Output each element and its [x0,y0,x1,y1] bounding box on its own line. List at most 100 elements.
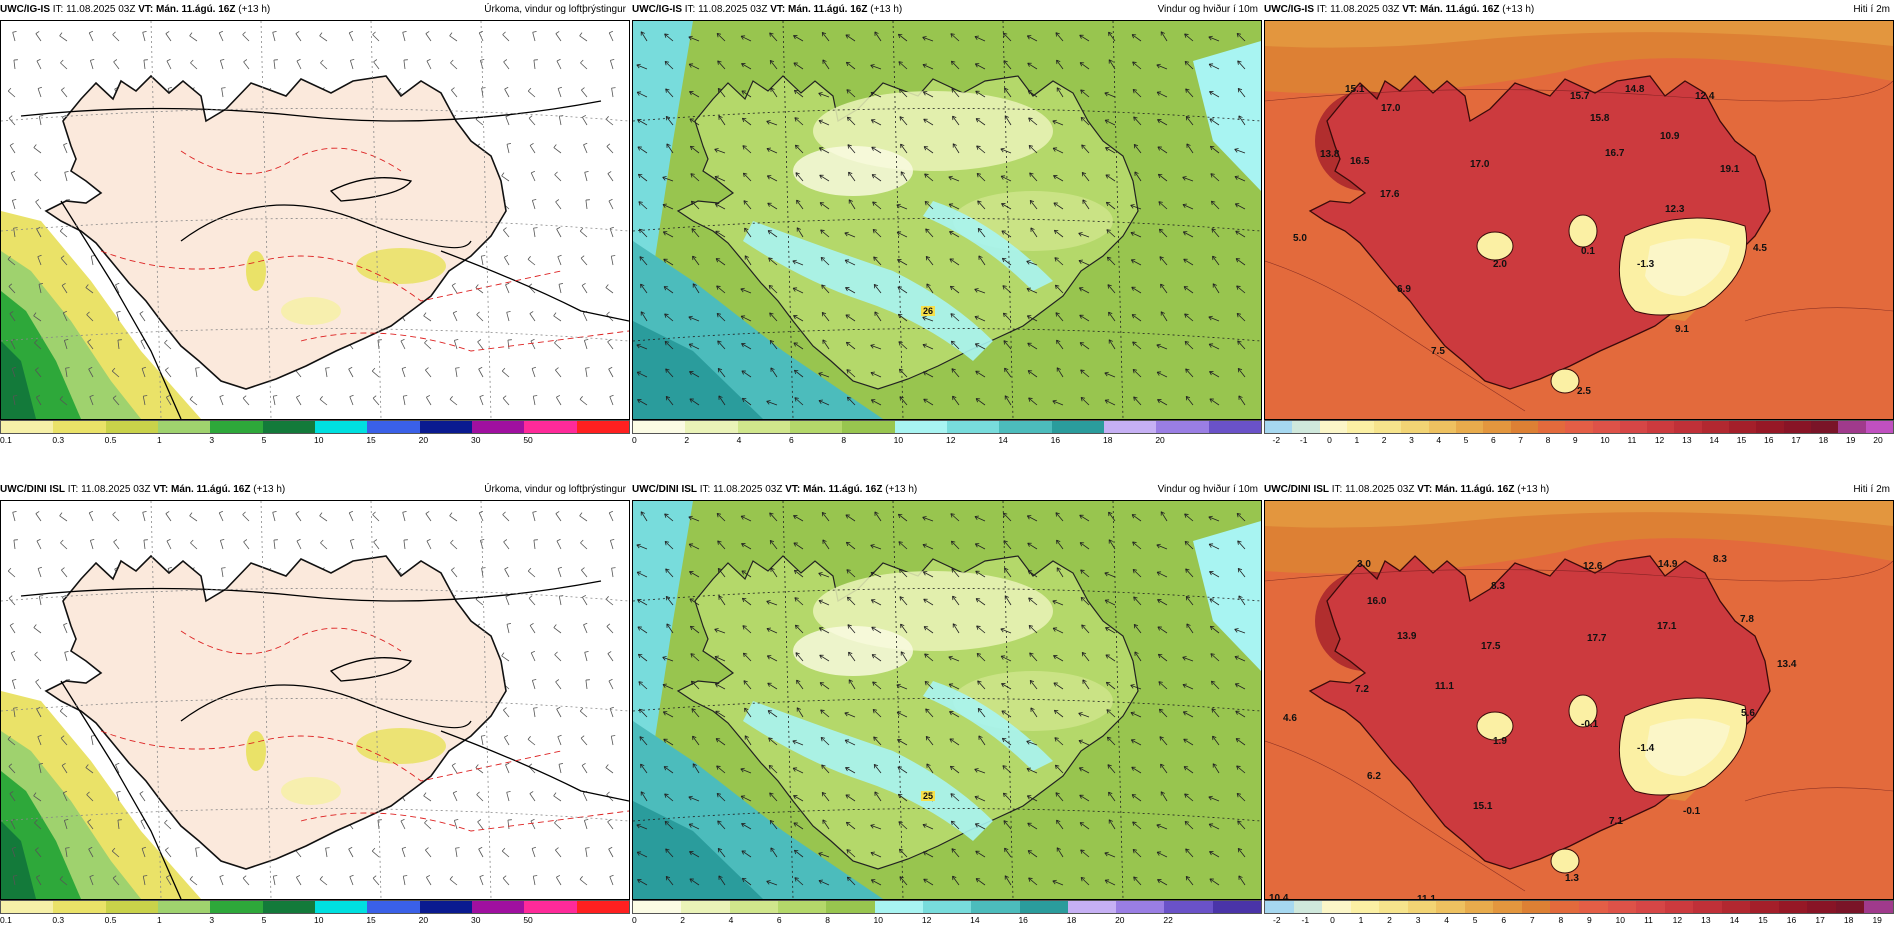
legend-tick-label: 50 [523,435,533,445]
legend-swatch [1750,901,1779,913]
init-time: IT: 11.08.2025 03Z [52,4,136,15]
map-value-label: 12.3 [1665,204,1685,215]
legend-swatch [1,421,54,433]
legend-swatch [1319,421,1347,433]
legend-tick-label: 20 [418,435,429,445]
pressure-contours [20,100,629,419]
legend-tick-label: 19 [1872,915,1882,925]
legend-tick-label: 12 [921,915,932,925]
map-value-label: 14.9 [1658,559,1678,570]
lead-time: (+13 h) [253,484,286,495]
legend-tick-label: 12 [946,435,956,445]
legend-swatch [1456,421,1484,433]
legend-swatch [1,901,54,913]
legend-tick-label: 15 [366,915,376,925]
legend-swatch [210,901,263,913]
legend-swatch [1835,901,1865,913]
legend-swatch [922,901,972,913]
map-value-label: 7.8 [1740,614,1754,625]
init-time: IT: 11.08.2025 03Z [699,484,783,495]
legend-swatch [157,421,211,433]
legend-swatch [633,901,682,913]
legend-ticks: 0 2 4 6 8 10 12 14 16 18 20 [632,435,1262,449]
map-value-label: 0.1 [1581,246,1595,257]
legend-tick-label: 6 [1490,435,1496,445]
legend-swatch [1265,901,1294,913]
legend-tick-label: 6 [789,435,794,445]
map-value-label: 12.6 [1583,561,1603,572]
isotherms [1265,80,1893,412]
color-legend [1264,420,1894,434]
map-value-label: 11.1 [1417,894,1436,900]
legend-swatch [1838,421,1866,433]
legend-swatch [1619,421,1648,433]
legend-swatch [1693,901,1722,913]
panel-title: Hiti í 2m [1853,484,1890,495]
legend-swatch [971,901,1020,913]
map-value-label: -1.4 [1637,743,1655,754]
legend-swatch [1464,901,1494,913]
legend-swatch [1428,421,1457,433]
map-value-label: 2.5 [1577,386,1591,397]
init-time: IT: 11.08.2025 03Z [684,4,768,15]
legend-swatch [1436,901,1465,913]
legend-tick-label: 18 [1843,915,1854,925]
legend-swatch [777,901,827,913]
legend-tick-label: 0 [632,915,637,925]
map-value-label: 7.1 [1609,816,1623,827]
map-svg [1265,501,1893,899]
map-value-label: -1.3 [1637,259,1655,270]
legend-tick-label: 11 [1644,915,1653,925]
legend-tick-label: 30 [471,435,481,445]
iceland-landmass [44,554,507,870]
panel-title: Vindur og hviður í 10m [1157,4,1258,15]
legend-swatch [1374,421,1402,433]
map-value-label: 19.1 [1720,164,1740,175]
legend-swatch [1401,421,1429,433]
isotherms [1265,560,1893,892]
legend-tick-label: 16 [1018,915,1028,925]
legend-swatch [1521,901,1551,913]
legend-swatch [367,901,420,913]
legend-tick-label: 14 [970,915,980,925]
panel-wind-dini: UWC/DINI ISL IT: 11.08.2025 03Z VT: Mán.… [632,480,1262,932]
map-value-label: 10.4 [1269,893,1289,900]
legend-tick-label: 3 [1415,915,1421,925]
model-name: UWC/DINI ISL [0,484,65,495]
panel-header: UWC/IG-IS IT: 11.08.2025 03Z VT: Mán. 11… [0,0,630,20]
map-value-label: 14.8 [1625,84,1645,95]
legend-tick-label: 1 [157,435,162,445]
legend-swatch [1565,421,1593,433]
legend-swatch [314,901,368,913]
legend-swatch [1701,421,1730,433]
legend-swatch [1810,421,1839,433]
map-value-label: 7.5 [1431,346,1445,357]
legend-swatch [1322,901,1351,913]
legend-swatch [1721,901,1751,913]
legend-tick-label: 0 [632,435,637,445]
legend-swatch [1864,901,1894,913]
legend-tick-label: 5 [261,915,267,925]
legend-tick-label: 10 [314,915,324,925]
legend-swatch [1019,901,1068,913]
legend-swatch [1483,421,1511,433]
legend-tick-label: 5 [1472,915,1478,925]
legend-swatch [367,421,420,433]
map-value-label: 7.2 [1355,684,1369,695]
legend-tick-label: -1 [1301,915,1310,925]
lead-time: (+13 h) [870,4,903,15]
glaciers [1476,694,1748,874]
panel-wind-ig: UWC/IG-IS IT: 11.08.2025 03Z VT: Mán. 11… [632,0,1262,452]
graticule [1,501,629,899]
valid-time: VT: Mán. 11.ágú. 16Z [153,484,251,495]
map-area [0,500,630,900]
legend-swatch [1592,421,1620,433]
legend-swatch [729,901,778,913]
map-value-label: 13.4 [1777,659,1797,670]
legend-tick-label: 8 [841,435,847,445]
map-value-label: 15.1 [1345,84,1365,95]
map-svg [1,21,629,419]
legend-swatch [576,901,629,913]
legend-tick-label: 10 [314,435,324,445]
legend-swatch [999,421,1052,433]
